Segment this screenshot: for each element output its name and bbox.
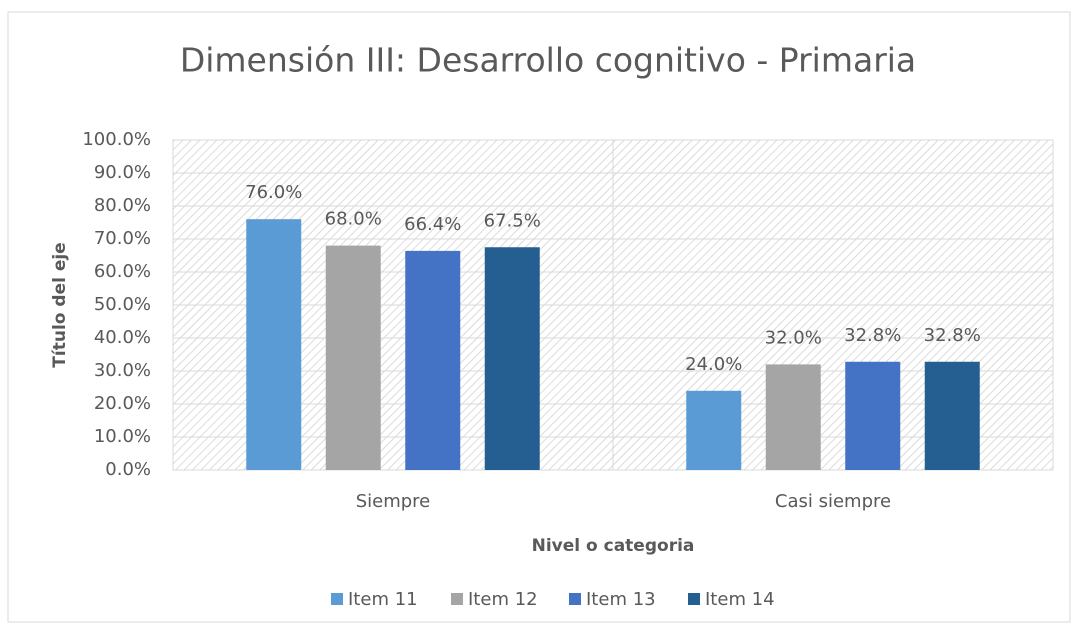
data-label: 32.0% xyxy=(765,327,822,348)
legend-label: Item 12 xyxy=(468,589,538,610)
bar xyxy=(325,245,381,470)
y-tick-label: 60.0% xyxy=(94,261,151,282)
legend-swatch xyxy=(331,593,343,605)
bar xyxy=(484,247,540,470)
y-tick-label: 40.0% xyxy=(94,327,151,348)
y-tick-label: 20.0% xyxy=(94,393,151,414)
bar xyxy=(246,219,302,470)
y-tick-label: 30.0% xyxy=(94,360,151,381)
chart-title: Dimensión III: Desarrollo cognitivo - Pr… xyxy=(180,41,916,80)
x-tick-label: Siempre xyxy=(356,491,431,512)
y-tick-label: 50.0% xyxy=(94,294,151,315)
y-tick-label: 0.0% xyxy=(105,459,151,480)
legend-swatch xyxy=(688,593,700,605)
data-label: 32.8% xyxy=(844,325,901,346)
x-axis-title: Nivel o categoria xyxy=(532,536,695,556)
legend-label: Item 13 xyxy=(586,589,656,610)
data-label: 76.0% xyxy=(245,182,302,203)
data-label: 32.8% xyxy=(924,325,981,346)
legend-label: Item 11 xyxy=(348,589,418,610)
legend-label: Item 14 xyxy=(705,589,775,610)
y-tick-label: 10.0% xyxy=(94,426,151,447)
data-label: 66.4% xyxy=(404,214,461,235)
bar xyxy=(924,361,980,470)
y-tick-label: 90.0% xyxy=(94,162,151,183)
bar xyxy=(686,390,742,470)
data-label: 24.0% xyxy=(685,354,742,375)
y-tick-label: 70.0% xyxy=(94,228,151,249)
y-tick-label: 80.0% xyxy=(94,195,151,216)
y-axis-title: Título del eje xyxy=(50,242,70,367)
bar xyxy=(405,250,461,470)
y-tick-label: 100.0% xyxy=(82,129,151,150)
bar xyxy=(765,364,821,470)
data-label: 67.5% xyxy=(484,210,541,231)
data-label: 68.0% xyxy=(325,209,382,230)
legend-swatch xyxy=(569,593,581,605)
x-tick-label: Casi siempre xyxy=(775,491,891,512)
bar xyxy=(845,361,901,470)
legend-swatch xyxy=(451,593,463,605)
